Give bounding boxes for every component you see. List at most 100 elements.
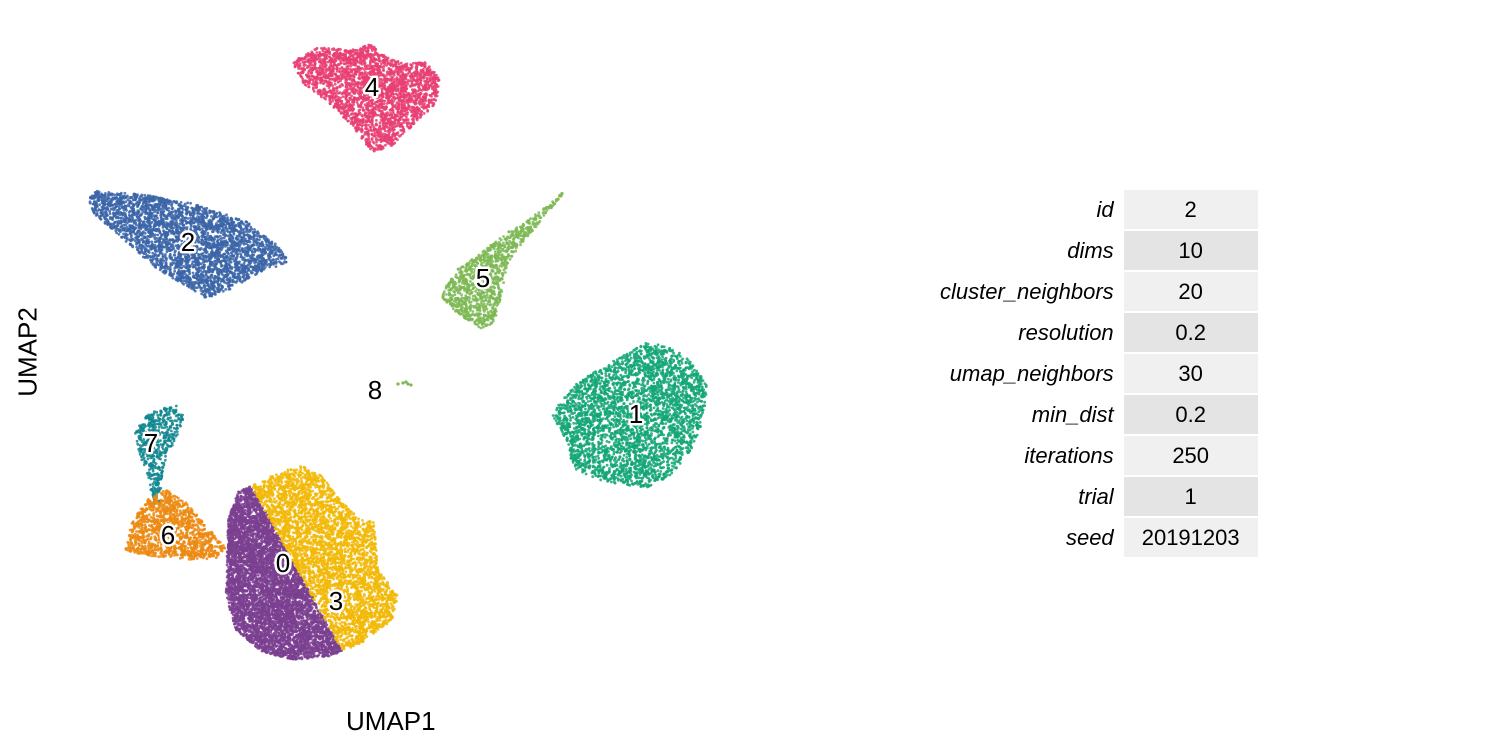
data-point <box>391 138 395 142</box>
data-point <box>390 61 394 64</box>
data-point <box>406 72 410 76</box>
data-point <box>167 228 171 232</box>
data-point <box>407 105 411 108</box>
data-point <box>434 98 438 102</box>
data-point <box>202 283 206 287</box>
data-point <box>255 243 259 247</box>
data-point <box>223 234 227 238</box>
data-point <box>221 254 224 258</box>
data-point <box>421 70 425 73</box>
data-point <box>297 67 301 70</box>
data-point <box>338 67 341 71</box>
data-point <box>356 67 360 71</box>
data-point <box>189 201 193 205</box>
data-point <box>151 251 155 255</box>
data-point <box>369 126 372 129</box>
data-point <box>143 193 147 197</box>
data-point <box>333 78 337 82</box>
data-point <box>322 96 326 99</box>
data-point <box>248 240 252 244</box>
data-point <box>360 75 364 78</box>
data-point <box>372 102 376 106</box>
data-point <box>432 85 436 88</box>
data-point <box>337 92 340 95</box>
data-point <box>404 100 408 104</box>
data-point <box>370 49 374 52</box>
data-point <box>215 286 219 290</box>
data-point <box>367 43 371 47</box>
data-point <box>243 259 247 263</box>
data-point <box>419 97 423 101</box>
data-point <box>426 109 429 113</box>
data-point <box>390 142 394 146</box>
data-point <box>356 123 359 127</box>
data-point <box>310 52 313 56</box>
data-point <box>343 91 346 95</box>
data-point <box>315 70 318 74</box>
data-point <box>310 66 314 70</box>
data-point <box>383 58 387 61</box>
scatter-points <box>88 43 708 661</box>
data-point <box>418 81 422 85</box>
data-point <box>396 107 400 111</box>
data-point <box>394 83 397 87</box>
data-point <box>332 105 336 109</box>
data-point <box>372 148 376 152</box>
data-point <box>299 67 303 71</box>
data-point <box>369 52 373 56</box>
data-point <box>364 127 368 131</box>
data-point <box>353 83 356 86</box>
data-point <box>397 103 401 107</box>
data-point <box>214 226 218 230</box>
data-point <box>420 75 423 79</box>
data-point <box>327 67 331 70</box>
data-point <box>380 145 383 149</box>
data-point <box>340 106 344 110</box>
data-point <box>209 278 212 282</box>
data-point <box>399 86 403 90</box>
data-point <box>171 206 175 210</box>
data-point <box>412 100 416 103</box>
data-point <box>354 88 357 92</box>
data-point <box>303 67 306 71</box>
data-point <box>141 255 145 259</box>
data-point <box>341 95 345 98</box>
data-point <box>193 281 196 284</box>
data-point <box>388 108 392 112</box>
data-point <box>334 57 338 61</box>
data-point <box>400 89 404 92</box>
data-point <box>413 90 416 94</box>
data-point <box>356 49 359 52</box>
data-point <box>394 92 398 96</box>
data-point <box>279 248 282 252</box>
data-point <box>143 215 147 219</box>
data-point <box>297 59 300 63</box>
data-point <box>358 108 362 112</box>
data-point <box>352 79 356 83</box>
data-point <box>385 105 388 109</box>
data-point <box>373 111 377 115</box>
data-point <box>175 222 179 226</box>
data-point <box>249 225 253 229</box>
data-point <box>352 63 356 67</box>
data-point <box>192 276 196 279</box>
data-point <box>378 121 382 125</box>
data-point <box>393 121 396 125</box>
data-point <box>377 138 380 142</box>
data-point <box>420 102 424 106</box>
data-point <box>335 69 339 73</box>
data-point <box>353 91 356 95</box>
data-point <box>370 112 374 116</box>
cluster-4-points <box>292 43 441 153</box>
data-point <box>384 113 387 117</box>
data-point <box>226 251 230 255</box>
data-point <box>386 87 390 90</box>
data-point <box>106 197 110 200</box>
data-point <box>394 68 398 71</box>
data-point <box>396 89 400 93</box>
data-point <box>274 265 278 268</box>
data-point <box>310 74 314 78</box>
data-point <box>382 102 386 105</box>
data-point <box>273 242 277 246</box>
data-point <box>363 133 367 136</box>
